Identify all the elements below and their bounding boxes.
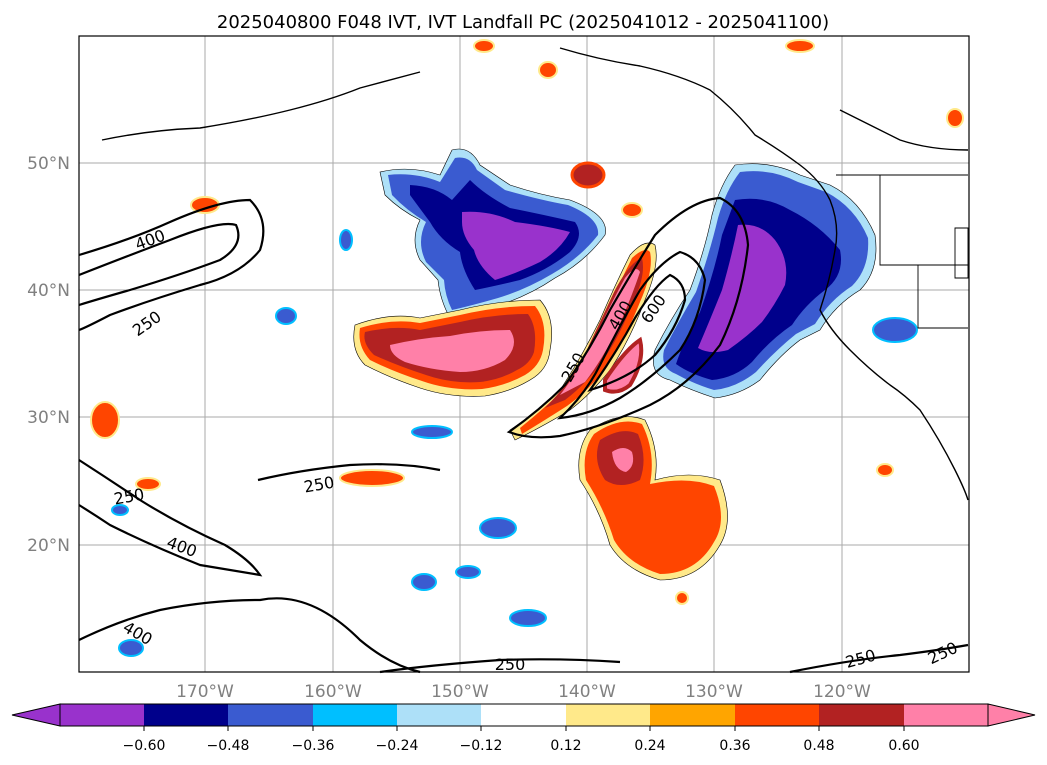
ivt-contours [78, 196, 969, 674]
lon-label: 170°W [176, 682, 234, 702]
lat-label: 30°N [27, 408, 70, 428]
lon-label: 150°W [431, 682, 489, 702]
lat-label: 50°N [27, 154, 70, 174]
negative-pc-region-north [379, 148, 606, 319]
colorbar: −0.60 −0.48 −0.36 −0.24 −0.12 0.12 0.24 … [11, 703, 1036, 754]
positive-pc-region-south [578, 416, 728, 581]
colorbar-tick-label: 0.12 [550, 738, 581, 754]
lon-label: 130°W [685, 682, 743, 702]
colorbar-tick-label: 0.24 [634, 738, 665, 754]
colorbar-tick-label: −0.36 [292, 738, 335, 754]
colorbar-ticks [143, 726, 905, 731]
coastline [101, 47, 969, 501]
colorbar-segment [566, 704, 650, 726]
lon-label: 140°W [558, 682, 616, 702]
colorbar-segment [313, 704, 397, 726]
colorbar-segment [397, 704, 481, 726]
lat-label: 40°N [27, 281, 70, 301]
colorbar-segment [481, 704, 566, 726]
colorbar-segment [144, 704, 228, 726]
colorbar-tick-label: 0.36 [719, 738, 750, 754]
colorbar-segment [819, 704, 904, 726]
colorbar-segment [650, 704, 735, 726]
contour-label: 250 [495, 655, 526, 674]
colorbar-tick-label: 0.60 [888, 738, 919, 754]
negative-pc-region-east [653, 163, 877, 399]
latitude-labels: 50°N 40°N 30°N 20°N [27, 154, 70, 556]
colorbar-segment [60, 704, 144, 726]
lat-label: 20°N [27, 536, 70, 556]
colorbar-frame [59, 703, 989, 727]
lon-label: 120°W [813, 682, 871, 702]
colorbar-segment [735, 704, 819, 726]
colorbar-tick-label: −0.12 [460, 738, 503, 754]
scattered-features [90, 39, 964, 657]
colorbar-tick-label: −0.48 [207, 738, 250, 754]
state-borders [836, 174, 969, 329]
colorbar-segment [228, 704, 313, 726]
colorbar-extend-right [987, 703, 1036, 727]
colorbar-extend-left [11, 703, 61, 727]
colorbar-tick-label: 0.48 [803, 738, 834, 754]
lon-label: 160°W [304, 682, 362, 702]
colorbar-tick-label: −0.60 [123, 738, 166, 754]
longitude-labels: 170°W 160°W 150°W 140°W 130°W 120°W [176, 682, 871, 702]
map-frame [78, 35, 970, 673]
map-title: 2025040800 F048 IVT, IVT Landfall PC (20… [217, 12, 829, 33]
colorbar-tick-label: −0.24 [376, 738, 419, 754]
positive-pc-region-west [353, 299, 552, 397]
colorbar-segment [904, 704, 988, 726]
map-panel: 400 250 250 400 400 250 250 400 600 250 … [78, 35, 970, 674]
